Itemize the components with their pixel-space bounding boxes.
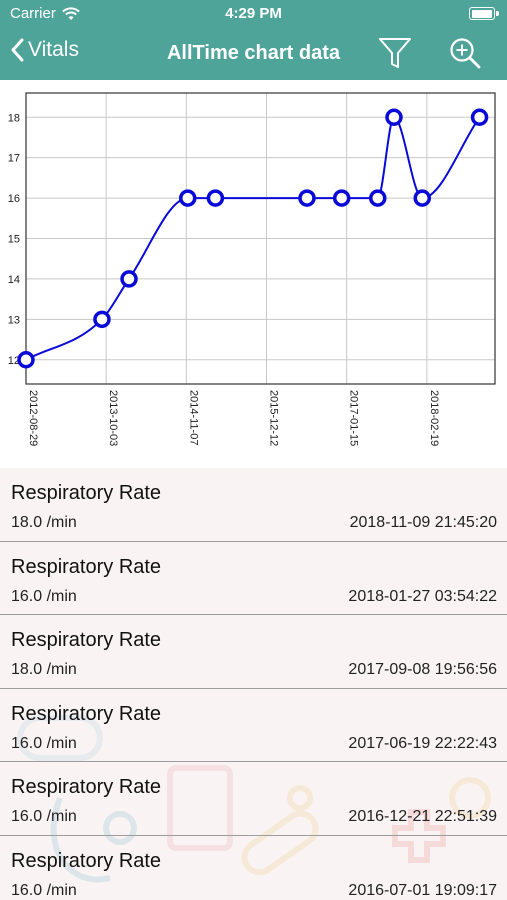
y-tick-label: 16	[8, 193, 20, 205]
app-header: Carrier 4:29 PM Vitals AllTime chart dat…	[0, 0, 507, 80]
record-date: 2016-07-01 19:09:17	[348, 881, 497, 899]
back-label: Vitals	[28, 38, 79, 61]
chevron-left-icon	[11, 38, 24, 62]
filter-icon	[379, 38, 411, 68]
data-point	[178, 189, 197, 207]
record-value: 18.0 /min	[11, 514, 77, 531]
y-tick-label: 17	[8, 153, 20, 165]
record-date: 2018-11-09 21:45:20	[349, 514, 497, 531]
y-tick-label: 15	[8, 234, 20, 246]
record-value: 16.0 /min	[11, 587, 77, 605]
record-title: Respiratory Rate	[11, 849, 162, 872]
data-point	[17, 351, 35, 369]
record-row[interactable]: Respiratory Rate 16.0 /min 2016-12-21 22:5…	[0, 762, 507, 836]
x-tick-label: 2012-08-29	[27, 390, 39, 446]
data-point	[120, 270, 138, 288]
page-title: AllTime chart data	[166, 42, 341, 64]
navigation-bar: Vitals AllTime chart data	[0, 28, 507, 80]
data-point	[385, 108, 403, 126]
status-bar: Carrier 4:29 PM	[0, 0, 507, 28]
carrier-indicator: Carrier	[10, 5, 80, 22]
x-tick-label: 2018-02-19	[428, 390, 440, 446]
x-tick-label: 2013-10-03	[107, 390, 119, 446]
line-chart: 12 13 14 15 16 17 18 2012-08-29 2013-10-03 2014-1…	[8, 92, 496, 446]
data-point	[93, 310, 111, 329]
record-value: 16.0 /min	[11, 808, 77, 826]
x-tick-label: 2015-12-12	[268, 390, 280, 446]
x-tick-label: 2014-11-07	[187, 390, 199, 445]
status-time: 4:29 PM	[225, 5, 282, 22]
record-title: Respiratory Rate	[11, 482, 162, 504]
battery-icon	[469, 7, 499, 20]
record-date: 2018-01-27 03:54:22	[348, 587, 497, 605]
record-title: Respiratory Rate	[11, 629, 162, 652]
data-point	[413, 189, 431, 207]
y-tick-label: 12	[8, 355, 20, 367]
data-point	[369, 189, 387, 207]
record-value: 16.0 /min	[11, 734, 77, 752]
y-tick-label: 13	[8, 314, 20, 326]
data-point	[206, 189, 225, 207]
records-list: Respiratory Rate 18.0 /min 2018-11-09 21:4…	[0, 468, 507, 900]
data-point	[298, 189, 316, 207]
record-row[interactable]: Respiratory Rate 16.0 /min 2017-06-19 22:2…	[0, 689, 507, 763]
battery-level	[471, 9, 492, 18]
zoom-in-icon	[450, 38, 481, 69]
record-row[interactable]: Respiratory Rate 18.0 /min 2018-11-09 21:4…	[0, 468, 507, 542]
back-button[interactable]: Vitals	[10, 38, 79, 62]
x-tick-label: 2017-01-15	[348, 390, 360, 446]
record-title: Respiratory Rate	[11, 555, 162, 578]
data-point	[332, 189, 351, 207]
record-date: 2017-09-08 19:56:56	[348, 661, 497, 679]
record-value: 16.0 /min	[11, 881, 77, 899]
record-title: Respiratory Rate	[11, 776, 162, 799]
record-date: 2016-12-21 22:51:39	[348, 808, 497, 826]
data-point	[470, 108, 489, 126]
record-row[interactable]: Respiratory Rate 16.0 /min 2016-07-01 19:0…	[0, 836, 507, 900]
record-row[interactable]: Respiratory Rate 18.0 /min 2017-09-08 19:5…	[0, 615, 507, 689]
record-value: 18.0 /min	[11, 661, 77, 679]
record-row[interactable]: Respiratory Rate 16.0 /min 2018-01-27 03:5…	[0, 542, 507, 616]
zoom-button[interactable]	[448, 36, 482, 70]
y-tick-label: 14	[8, 274, 20, 286]
carrier-label: Carrier	[10, 5, 56, 22]
record-title: Respiratory Rate	[11, 702, 162, 725]
plot-frame	[25, 92, 496, 385]
chart-area: 12 13 14 15 16 17 18 2012-08-29 2013-10-03 2014-1…	[0, 80, 507, 468]
y-tick-label: 18	[8, 112, 20, 124]
filter-button[interactable]	[378, 36, 412, 70]
record-date: 2017-06-19 22:22:43	[348, 734, 497, 752]
wifi-icon	[62, 6, 80, 20]
